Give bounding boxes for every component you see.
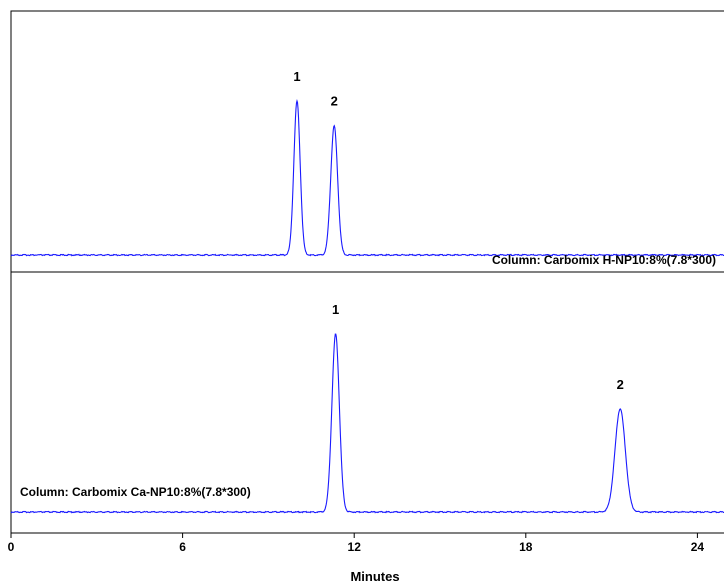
x-tick-label: 24: [691, 540, 705, 554]
peak-labels: 1 2 1 2: [293, 69, 623, 392]
x-tick-label: 6: [179, 540, 186, 554]
x-tick-label: 0: [8, 540, 15, 554]
trace-top: [10, 99, 724, 257]
peak-label: 1: [293, 69, 300, 84]
peak-label: 2: [617, 377, 624, 392]
series-label-top: Column: Carbomix H-NP10:8%(7.8*300): [492, 253, 716, 267]
peak-label: 1: [332, 302, 339, 317]
trace-bottom: [10, 333, 724, 514]
traces: [10, 99, 724, 514]
x-axis-label: Minutes: [350, 569, 399, 584]
x-tick-label: 18: [519, 540, 533, 554]
series-label-bottom: Column: Carbomix Ca-NP10:8%(7.8*300): [20, 485, 251, 499]
x-tick-label: 12: [348, 540, 362, 554]
peak-label: 2: [331, 94, 338, 109]
x-axis-ticks: 0 6 12 18 24: [8, 533, 705, 554]
